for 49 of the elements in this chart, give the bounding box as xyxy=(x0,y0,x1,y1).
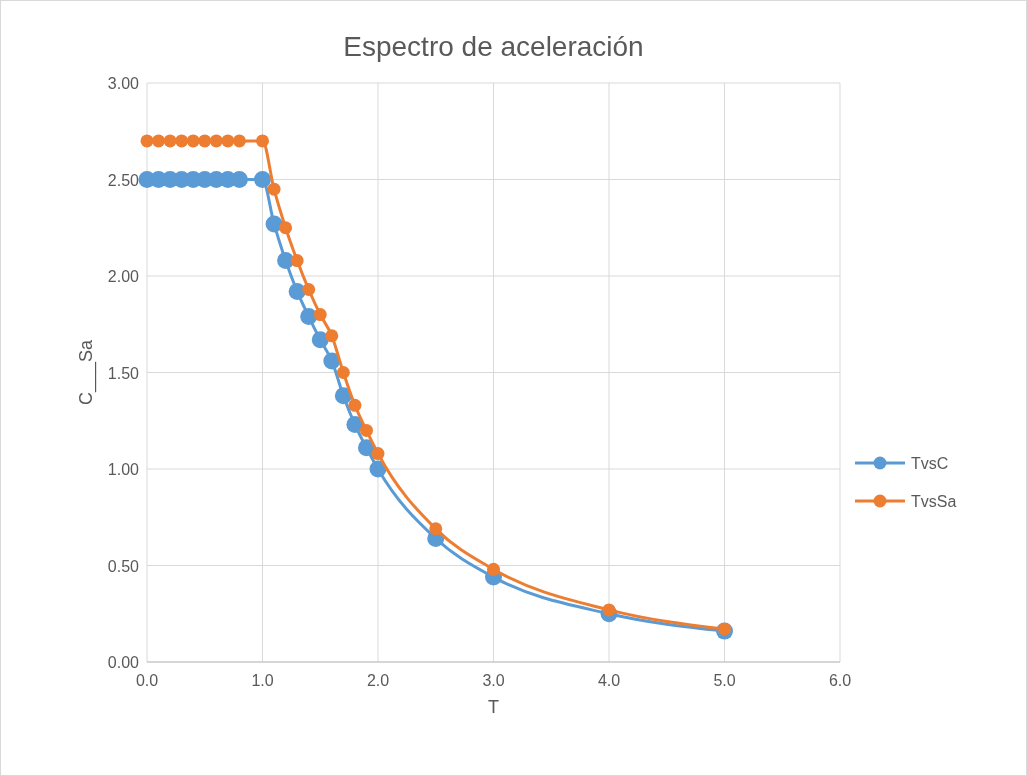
x-tick-label: 1.0 xyxy=(251,672,274,689)
point xyxy=(718,622,731,636)
point xyxy=(429,522,443,536)
y-axis-title: C___Sa xyxy=(76,338,97,406)
point xyxy=(152,134,166,148)
point xyxy=(325,329,339,343)
point xyxy=(186,134,200,148)
y-tick-label: 3.00 xyxy=(107,75,140,92)
point xyxy=(348,398,362,412)
point xyxy=(256,134,269,148)
y-tick-label: 1.50 xyxy=(107,364,140,382)
point xyxy=(313,308,327,322)
y-tick-label: 2.50 xyxy=(107,171,140,189)
x-tick-label: 5.0 xyxy=(713,672,736,689)
point xyxy=(198,134,212,148)
point xyxy=(311,331,329,349)
point xyxy=(334,387,352,405)
point xyxy=(265,215,283,233)
point xyxy=(175,134,189,148)
chart-title: Espectro de aceleración xyxy=(343,31,644,62)
legend-label: TvsC xyxy=(911,455,949,472)
x-tick-label: 3.0 xyxy=(482,672,505,689)
point xyxy=(371,447,385,461)
point xyxy=(290,254,304,268)
legend-label: TvsSa xyxy=(911,493,957,510)
y-tick-label: 0.00 xyxy=(107,654,140,671)
point xyxy=(209,134,223,148)
x-tick-label: 4.0 xyxy=(597,672,621,689)
point xyxy=(336,366,350,379)
point xyxy=(602,603,616,617)
point xyxy=(140,134,154,148)
x-tick-label: 2.0 xyxy=(366,672,390,689)
point xyxy=(267,182,281,196)
point xyxy=(302,283,316,297)
x-axis-title: T xyxy=(488,697,499,717)
x-tick-label: 0.0 xyxy=(135,672,159,689)
y-tick-label: 1.00 xyxy=(107,461,140,478)
point xyxy=(300,308,318,326)
point xyxy=(288,282,306,300)
point xyxy=(279,221,293,235)
y-tick-label: 2.00 xyxy=(107,268,140,285)
point xyxy=(163,134,177,148)
y-tick-label: 0.50 xyxy=(107,557,140,575)
x-tick-label: 6.0 xyxy=(828,672,852,689)
point xyxy=(221,134,235,148)
point xyxy=(487,562,500,576)
point xyxy=(254,171,271,188)
point xyxy=(359,423,373,437)
point xyxy=(232,134,246,148)
